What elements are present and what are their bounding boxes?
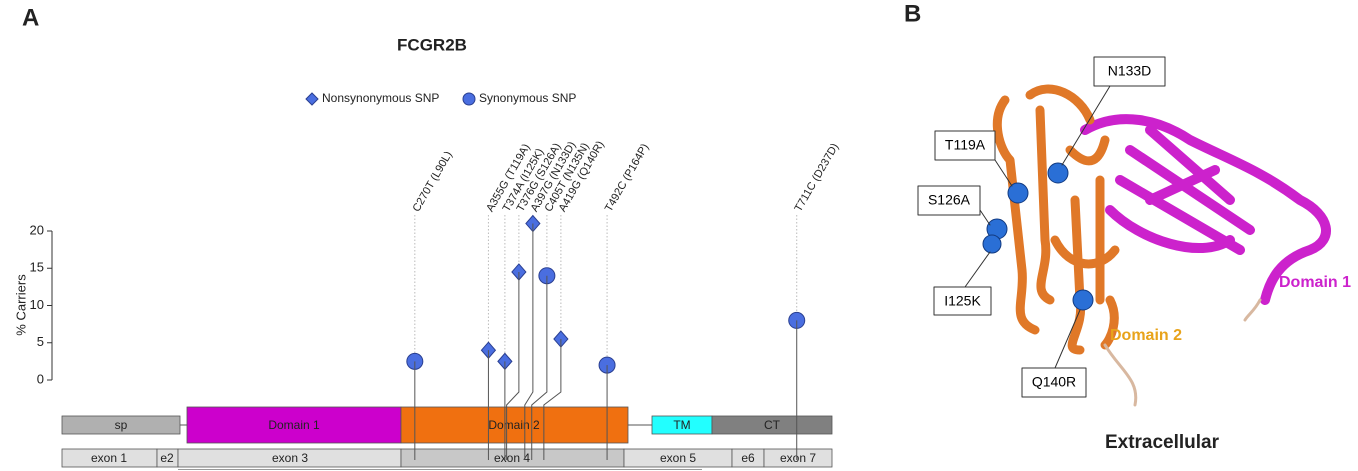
stems (414, 223, 798, 460)
structure-caption: Extracellular (1105, 432, 1220, 453)
y-tick-label: 5 (37, 334, 44, 349)
chart-title: FCGR2B (397, 35, 467, 54)
domain-box (400, 406, 629, 444)
variant-label: S126A (928, 192, 971, 208)
domain-box (61, 415, 181, 435)
panel-label: A (22, 4, 39, 31)
domain-label: Domain 2 (488, 418, 540, 432)
variant-label: T119A (945, 137, 986, 153)
stem (531, 275, 548, 460)
protein-structure (917, 56, 1331, 407)
domain-2-label: Domain 2 (1110, 327, 1182, 344)
exon-label: exon 1 (91, 451, 127, 465)
legend-label: Synonymous SNP (479, 91, 576, 105)
variant-label: I125K (944, 293, 981, 309)
stem (506, 271, 520, 460)
exon-label: exon 7 (780, 451, 816, 465)
exon-label: exon 5 (660, 451, 696, 465)
exon-label: exon 4 (494, 451, 530, 465)
point-label: T492C (P164P) (603, 142, 652, 214)
y-tick-label: 10 (30, 297, 44, 312)
exon-box (763, 448, 833, 468)
domain-1-label: Domain 1 (1279, 274, 1351, 291)
domain-label: TM (673, 418, 690, 432)
point-label: T711C (D237D) (792, 141, 841, 214)
variant-label: N133D (1108, 63, 1152, 79)
y-tick-label: 15 (30, 260, 44, 275)
y-axis-label: % Carriers (13, 274, 28, 336)
domain-label: Domain 1 (268, 418, 320, 432)
variant-label: Q140R (1032, 374, 1076, 390)
stem (524, 223, 534, 460)
lollipop-chart: 0 5 10 15 20 Nonsynonymous SNP Synonymous SNP C… (30, 91, 842, 386)
exon-label: exon 3 (272, 451, 308, 465)
exon-label: e2 (160, 451, 174, 465)
domain-box (711, 415, 833, 435)
y-tick-label: 20 (30, 222, 44, 237)
y-tick-label: 0 (37, 371, 44, 386)
legend-marker (462, 92, 476, 106)
panel-label: B (904, 0, 921, 27)
legend-label: Nonsynonymous SNP (322, 91, 439, 105)
stem (543, 339, 562, 460)
domain-label: sp (115, 418, 128, 432)
legend-marker (305, 92, 319, 106)
domain-label: CT (764, 418, 781, 432)
gene-model: sp Domain 1 Domain 2 TM CT exon 1 e2 exo… (61, 406, 833, 470)
exon-label: e6 (741, 451, 755, 465)
point-label: C270T (L90L) (411, 149, 455, 214)
